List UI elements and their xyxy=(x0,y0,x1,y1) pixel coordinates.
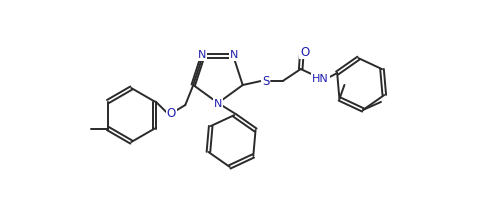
Text: N: N xyxy=(214,99,222,109)
Text: N: N xyxy=(198,50,206,60)
Text: O: O xyxy=(300,46,309,59)
Text: O: O xyxy=(167,107,176,120)
Text: S: S xyxy=(262,74,269,87)
Text: HN: HN xyxy=(312,74,329,84)
Text: N: N xyxy=(230,50,239,60)
